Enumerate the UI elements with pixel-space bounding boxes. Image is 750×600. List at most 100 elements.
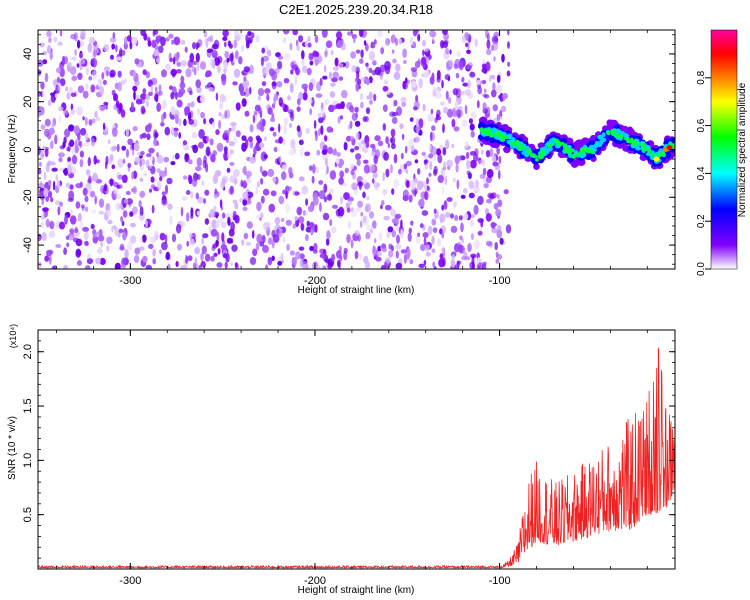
noise-blob [170,92,175,100]
noise-blob [44,118,51,127]
noise-blob [357,181,364,187]
noise-blob [458,215,463,221]
noise-blob [110,54,114,60]
noise-blob [49,161,56,166]
noise-blob [357,200,363,208]
noise-blob [315,265,321,269]
noise-blob [151,39,157,48]
noise-blob [295,67,301,75]
noise-blob [382,172,385,182]
noise-blob [183,118,187,126]
noise-blob [296,106,301,112]
noise-blob [290,139,296,149]
noise-blob [442,169,446,178]
noise-blob [486,198,492,204]
noise-blob [69,215,77,225]
noise-blob [145,159,150,168]
noise-blob [470,159,477,169]
noise-blob [330,82,336,87]
noise-blob [115,100,120,109]
noise-blob [288,149,295,156]
noise-blob [280,217,285,223]
noise-blob [354,250,359,260]
noise-blob [262,68,269,77]
noise-blob [111,164,116,170]
signal-blob [626,140,632,144]
noise-blob [189,238,195,247]
noise-blob [38,262,42,268]
noise-blob [175,223,182,234]
noise-blob [256,201,262,212]
noise-blob [474,179,480,188]
noise-blob [41,212,45,218]
noise-blob [316,149,321,156]
noise-blob [190,101,195,108]
noise-blob [430,131,433,142]
noise-blob [278,195,285,205]
noise-blob [184,46,188,53]
noise-blob [464,104,468,115]
noise-blob [257,95,262,101]
noise-blob [64,128,71,138]
noise-blob [325,258,331,264]
noise-blob [329,170,337,180]
noise-blob [275,158,278,165]
noise-blob [116,193,122,200]
noise-blob [120,216,124,222]
noise-blob [451,253,455,261]
noise-blob [90,84,96,93]
noise-blob [421,39,427,47]
noise-blob [327,146,333,155]
noise-blob [408,138,415,147]
noise-blob [365,107,371,115]
noise-blob [168,33,174,39]
noise-blob [164,126,171,136]
noise-blob [507,61,510,67]
noise-blob [88,119,93,126]
noise-blob [319,253,326,259]
noise-blob [380,204,383,210]
noise-blob [476,100,480,109]
noise-blob [315,131,318,142]
noise-blob [305,234,309,242]
noise-blob [383,151,389,161]
noise-blob [310,227,314,236]
noise-blob [125,190,131,196]
noise-blob [289,250,295,256]
noise-blob [305,127,310,134]
noise-blob [456,50,461,57]
noise-blob [276,81,283,88]
noise-blob [230,262,233,267]
noise-blob [167,203,173,210]
noise-blob [429,160,433,171]
noise-blob [429,30,436,38]
noise-blob [241,98,247,107]
noise-blob [434,91,442,99]
noise-blob [463,187,468,194]
noise-blob [419,243,426,252]
noise-blob [120,109,126,118]
noise-blob [216,55,223,64]
noise-blob [389,137,394,143]
noise-blob [228,141,235,147]
noise-blob [76,63,80,68]
noise-blob [322,75,328,80]
noise-blob [242,206,248,211]
noise-blob [298,139,304,146]
noise-blob [255,34,260,43]
noise-blob [306,67,312,76]
noise-blob [150,84,154,94]
noise-blob [393,178,400,188]
noise-blob [305,211,309,217]
noise-blob [105,155,109,166]
noise-blob [99,257,106,266]
noise-blob [325,40,333,48]
noise-blob [403,163,408,170]
noise-blob [241,239,245,246]
noise-blob [477,86,483,95]
noise-blob [196,61,200,72]
noise-blob [415,60,420,67]
noise-blob [417,232,421,237]
noise-blob [493,56,496,62]
noise-blob [433,208,437,214]
